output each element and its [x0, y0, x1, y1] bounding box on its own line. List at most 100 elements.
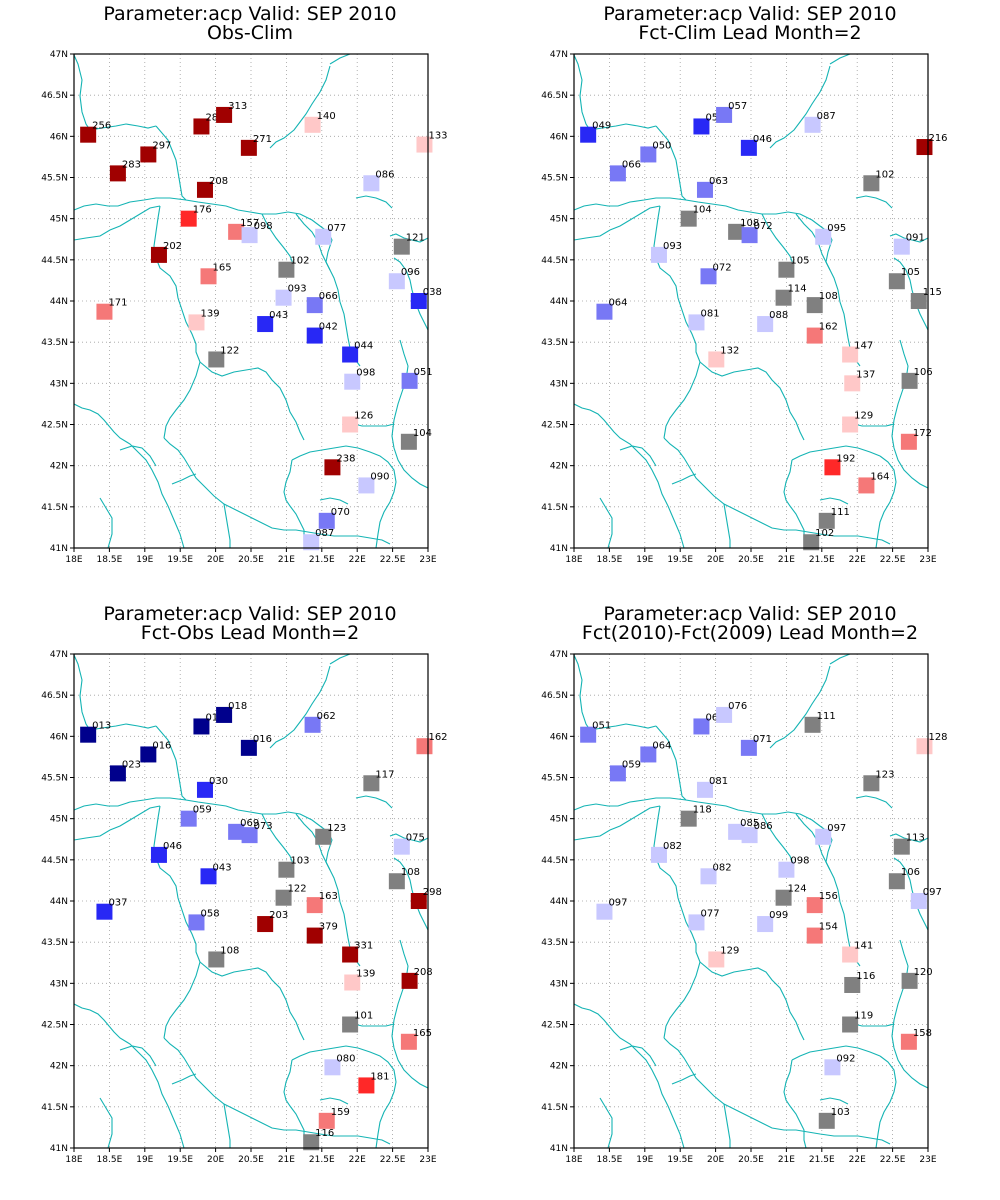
station-marker: [778, 861, 795, 878]
station-value: 092: [836, 1053, 855, 1064]
x-tick-label: 19.5E: [167, 1155, 193, 1165]
coastline: [393, 857, 429, 931]
station-value: 117: [375, 769, 394, 780]
y-tick-label: 46.5N: [541, 91, 568, 101]
station-marker: [342, 416, 359, 433]
coastline: [353, 423, 395, 427]
station-value: 076: [728, 701, 747, 712]
y-tick-label: 43.5N: [541, 938, 568, 948]
station-value: 070: [331, 507, 350, 518]
station-value: 097: [608, 898, 627, 909]
y-tick-label: 47N: [550, 50, 568, 60]
station-value: 106: [901, 867, 920, 878]
station-marker: [757, 916, 774, 933]
coastline: [699, 961, 805, 1041]
station-value: 115: [923, 287, 942, 298]
y-tick-label: 45N: [50, 215, 68, 225]
station-value: 016: [152, 740, 171, 751]
x-tick-label: 21E: [278, 555, 295, 565]
station-marker: [740, 739, 757, 756]
y-tick-label: 43.5N: [41, 938, 68, 948]
station-value: 081: [700, 308, 719, 319]
station-marker: [180, 210, 197, 227]
coastline: [891, 339, 929, 489]
station-marker: [741, 827, 758, 844]
station-marker: [740, 139, 757, 156]
station-value: 123: [875, 769, 894, 780]
x-tick-label: 20E: [707, 1155, 724, 1165]
x-tick-label: 23E: [919, 1155, 936, 1165]
coastline: [573, 1003, 685, 1149]
station-value: 044: [354, 341, 373, 352]
station-marker: [241, 227, 258, 244]
station-marker: [140, 146, 157, 163]
station-value: 080: [336, 1053, 355, 1064]
panel-subtitle: Obs-Clim: [206, 22, 294, 44]
station-value: 069: [240, 818, 259, 829]
y-tick-label: 43.5N: [41, 338, 68, 348]
station-marker: [193, 118, 210, 135]
station-value: 124: [788, 884, 807, 895]
station-value: 313: [228, 101, 247, 112]
y-tick-label: 44N: [550, 897, 568, 907]
gridlines: [74, 54, 428, 548]
station-marker: [303, 1134, 320, 1151]
station-marker: [778, 261, 795, 278]
station-marker: [818, 512, 835, 529]
station-value: 017: [205, 712, 224, 723]
station-marker: [344, 373, 361, 390]
x-tick-label: 22E: [849, 1155, 866, 1165]
coastline: [573, 797, 687, 811]
y-tick-label: 41N: [550, 1144, 568, 1154]
coastline: [855, 195, 893, 209]
station-value: 118: [693, 805, 712, 816]
coastline: [73, 197, 187, 211]
station-marker: [200, 268, 217, 285]
station-value: 058: [200, 908, 219, 919]
station-value: 102: [290, 256, 309, 267]
y-tick-label: 44N: [50, 897, 68, 907]
x-tick-label: 21.5E: [809, 555, 835, 565]
x-tick-label: 21.5E: [309, 555, 335, 565]
station-marker: [609, 165, 626, 182]
y-tick-label: 42N: [50, 1062, 68, 1072]
station-marker: [358, 477, 375, 494]
station-value: 216: [928, 133, 947, 144]
y-tick-label: 45.5N: [41, 174, 68, 184]
y-tick-label: 42.5N: [541, 421, 568, 431]
station-marker: [278, 261, 295, 278]
station-marker: [900, 433, 917, 450]
station-value: 105: [901, 267, 920, 278]
y-tick-label: 44.5N: [541, 256, 568, 266]
x-tick-label: 23E: [419, 555, 436, 565]
station-marker: [806, 897, 823, 914]
x-tick-label: 18E: [65, 555, 82, 565]
coastline: [875, 455, 897, 549]
station-value: 082: [663, 841, 682, 852]
station-marker: [342, 946, 359, 963]
station-value: 101: [354, 1011, 373, 1022]
y-tick-label: 42.5N: [41, 1021, 68, 1031]
coastline: [391, 339, 429, 489]
station-value: 102: [815, 528, 834, 539]
y-tick-label: 44N: [50, 297, 68, 307]
x-tick-label: 19E: [136, 555, 153, 565]
station-marker: [315, 828, 332, 845]
station-marker: [80, 726, 97, 743]
station-value: 139: [200, 308, 219, 319]
station-marker: [708, 351, 725, 368]
x-tick-label: 18.5E: [597, 555, 623, 565]
station-marker: [640, 146, 657, 163]
station-value: 099: [769, 910, 788, 921]
station-value: 090: [370, 471, 389, 482]
station-marker: [844, 976, 861, 993]
coastline: [893, 257, 929, 331]
station-marker: [688, 914, 705, 931]
axis-labels: 18E 18.5E 19E 19.5E 20E 20.5E 21E 21.5E 22E 22.5E…: [41, 50, 437, 565]
coastline: [295, 813, 361, 967]
y-tick-label: 41.5N: [41, 1103, 68, 1113]
station-value: 097: [923, 887, 942, 898]
station-value: 096: [401, 267, 420, 278]
station-value: 087: [315, 528, 334, 539]
